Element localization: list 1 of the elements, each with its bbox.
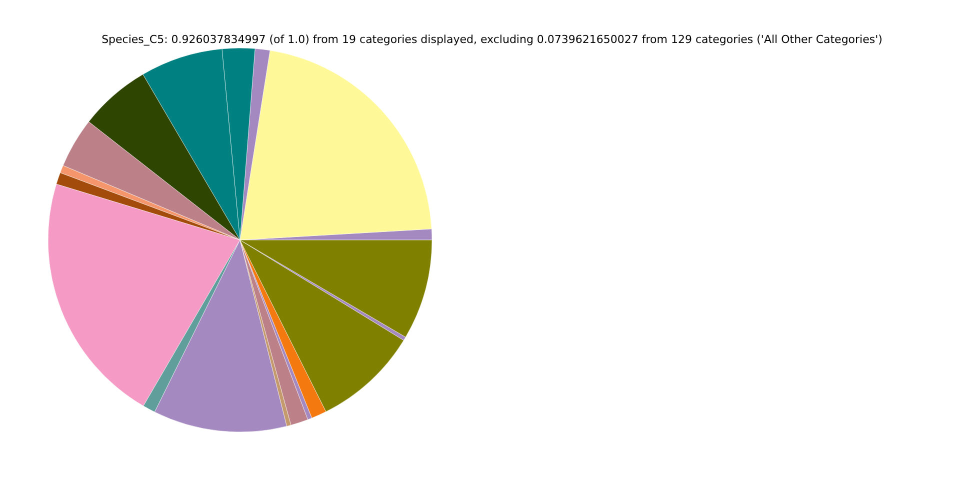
text: Species_C5: 0.926037834997 (of 1.0) from 19 categories displayed, excluding 0.0739621650027 from 129 categories ('All Other Categories') xyxy=(102,33,882,46)
